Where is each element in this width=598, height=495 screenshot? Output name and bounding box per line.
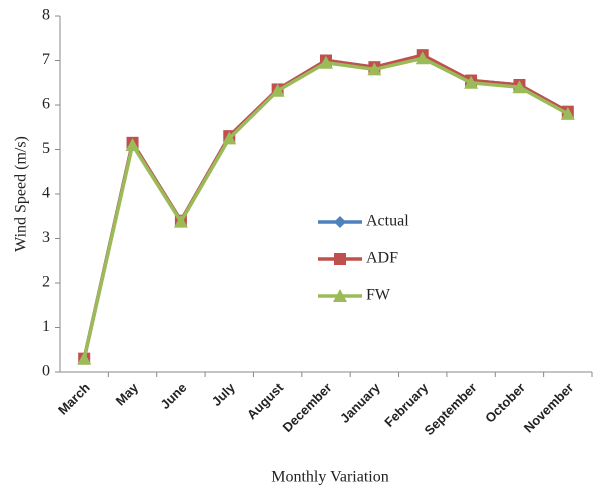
x-tick-label: January xyxy=(337,379,383,425)
x-axis-title: Monthly Variation xyxy=(271,469,388,486)
y-tick-label: 7 xyxy=(42,51,50,68)
y-tick-label: 5 xyxy=(42,140,50,157)
x-tick-label: February xyxy=(381,379,431,429)
marker xyxy=(560,106,575,120)
x-tick-label: June xyxy=(157,380,189,412)
marker xyxy=(77,351,92,365)
series-line xyxy=(82,54,569,360)
y-tick-label: 1 xyxy=(42,318,50,335)
marker xyxy=(415,51,430,65)
marker xyxy=(333,289,347,302)
marker xyxy=(334,216,346,228)
y-tick-label: 0 xyxy=(42,363,50,380)
marker xyxy=(222,131,237,145)
marker xyxy=(367,62,382,76)
y-tick-label: 6 xyxy=(42,96,50,113)
x-tick-label: October xyxy=(482,380,528,426)
series-line xyxy=(82,53,569,360)
x-tick-label: May xyxy=(113,379,142,408)
legend-label: Actual xyxy=(366,213,409,230)
marker xyxy=(173,214,188,228)
x-tick-label: August xyxy=(244,379,287,422)
y-tick-label: 3 xyxy=(42,229,50,246)
x-tick-label: March xyxy=(55,380,93,418)
legend-label: ADF xyxy=(366,250,398,267)
marker xyxy=(125,138,140,152)
marker xyxy=(270,83,285,97)
series-line xyxy=(82,56,569,360)
x-tick-label: July xyxy=(209,379,239,409)
marker xyxy=(512,80,527,94)
y-tick-label: 2 xyxy=(42,274,50,291)
x-tick-label: September xyxy=(422,380,480,438)
y-tick-label: 4 xyxy=(42,185,50,202)
legend-label: FW xyxy=(366,287,391,304)
x-tick-label: December xyxy=(279,380,334,435)
y-tick-label: 8 xyxy=(42,7,50,24)
marker xyxy=(334,253,346,265)
marker xyxy=(319,55,333,69)
y-axis-title: Wind Speed (m/s) xyxy=(13,136,30,252)
x-tick-label: November xyxy=(521,380,577,436)
marker xyxy=(464,75,479,89)
